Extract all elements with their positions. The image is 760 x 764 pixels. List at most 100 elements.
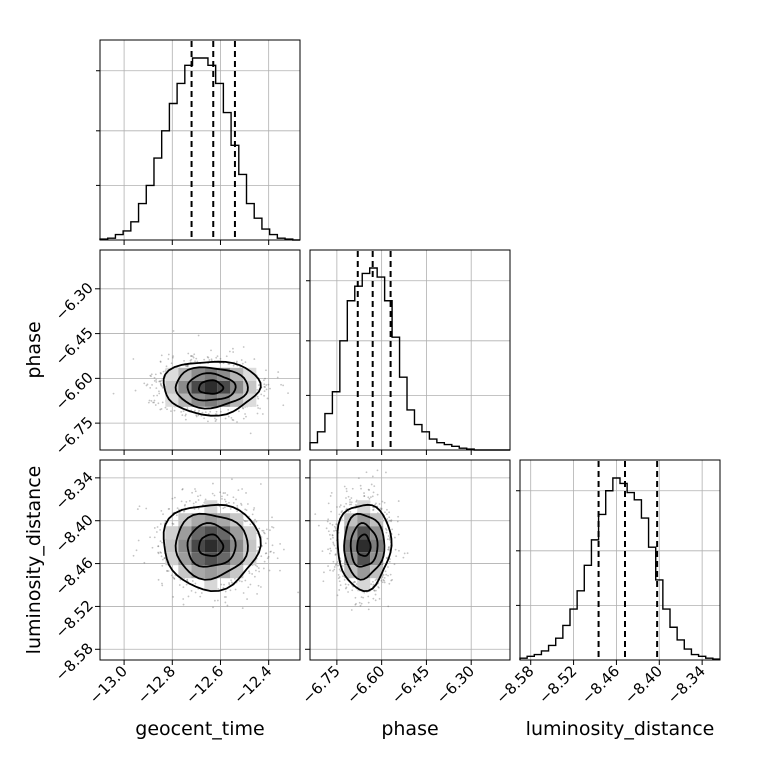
sample-point <box>215 356 218 359</box>
sample-point <box>157 545 160 548</box>
sample-point <box>375 578 378 580</box>
sample-point <box>329 495 332 497</box>
sample-point <box>145 384 148 387</box>
sample-point <box>333 530 335 532</box>
density-cell <box>191 552 205 566</box>
sample-point <box>406 552 409 555</box>
sample-point <box>350 501 353 504</box>
joint-content <box>314 469 409 611</box>
sample-point <box>341 510 344 512</box>
density-cell <box>178 526 192 540</box>
sample-point <box>388 538 391 541</box>
sample-point <box>381 581 384 584</box>
sample-point <box>331 534 334 537</box>
sample-point <box>270 550 272 553</box>
density-cell <box>243 367 257 381</box>
sample-point <box>228 501 230 504</box>
sample-point <box>227 415 230 418</box>
sample-point <box>260 555 263 558</box>
sample-point <box>263 394 266 397</box>
sample-point <box>340 518 343 521</box>
sample-point <box>181 488 184 491</box>
sample-point <box>393 536 396 539</box>
sample-point <box>334 554 337 556</box>
sample-point <box>384 527 387 530</box>
sample-point <box>254 518 256 521</box>
sample-point <box>349 498 351 501</box>
density-cell <box>178 367 192 381</box>
sample-point <box>194 591 197 594</box>
sample-point <box>334 527 337 530</box>
sample-point <box>367 595 370 598</box>
density-cell <box>243 380 257 394</box>
sample-point <box>347 510 350 513</box>
sample-point <box>375 502 377 505</box>
sample-point <box>210 358 213 361</box>
sample-point <box>214 420 217 422</box>
sample-point <box>348 503 351 506</box>
sample-point <box>327 518 330 521</box>
sample-point <box>226 604 229 607</box>
sample-point <box>265 369 267 372</box>
sample-point <box>223 506 226 509</box>
sample-point <box>321 550 324 552</box>
sample-point <box>153 399 156 402</box>
sample-point <box>143 382 146 385</box>
x-tick-label: −6.60 <box>343 662 388 707</box>
sample-point <box>204 498 207 501</box>
sample-point <box>225 355 228 358</box>
sample-point <box>263 531 265 534</box>
sample-point <box>176 507 179 510</box>
sample-point <box>158 392 161 395</box>
sample-point <box>187 352 190 355</box>
sample-point <box>186 365 189 368</box>
sample-point <box>230 416 233 419</box>
sample-point <box>227 362 230 365</box>
sample-point <box>190 589 193 592</box>
sample-point <box>214 413 217 416</box>
sample-point <box>240 502 242 505</box>
sample-point <box>372 597 375 600</box>
sample-point <box>175 514 178 517</box>
sample-point <box>251 513 254 516</box>
y-axis-label-phase: phase <box>23 321 45 378</box>
x-tick-label: −8.58 <box>492 662 537 707</box>
sample-point <box>184 414 187 417</box>
sample-point <box>223 583 225 586</box>
sample-point <box>402 556 405 559</box>
y-tick-label: −6.75 <box>52 413 97 458</box>
sample-point <box>167 570 170 572</box>
sample-point <box>263 560 266 563</box>
sample-point <box>143 561 146 564</box>
sample-point <box>260 393 263 396</box>
sample-point <box>203 358 206 361</box>
sample-point <box>385 531 388 534</box>
sample-point <box>222 586 225 589</box>
y-tick-label: −8.34 <box>52 468 97 513</box>
sample-point <box>396 520 399 523</box>
sample-point <box>213 417 216 420</box>
hist-panel-geocent_time <box>96 39 301 241</box>
sample-point <box>161 541 164 544</box>
sample-point <box>329 522 332 525</box>
sample-point <box>170 574 173 577</box>
sample-point <box>337 577 340 580</box>
sample-point <box>157 552 160 555</box>
contour-line <box>198 533 225 557</box>
sample-point <box>158 390 160 393</box>
sample-point <box>272 551 275 554</box>
sample-point <box>263 385 266 388</box>
sample-point <box>197 507 200 510</box>
sample-point <box>207 420 209 423</box>
sample-point <box>186 364 189 367</box>
sample-point <box>182 586 185 589</box>
sample-point <box>326 520 329 523</box>
sample-point <box>223 498 226 501</box>
sample-point <box>219 491 221 494</box>
sample-point <box>157 578 160 581</box>
sample-point <box>159 360 162 363</box>
sample-point <box>185 365 188 368</box>
sample-point <box>228 583 231 586</box>
sample-point <box>380 507 383 510</box>
